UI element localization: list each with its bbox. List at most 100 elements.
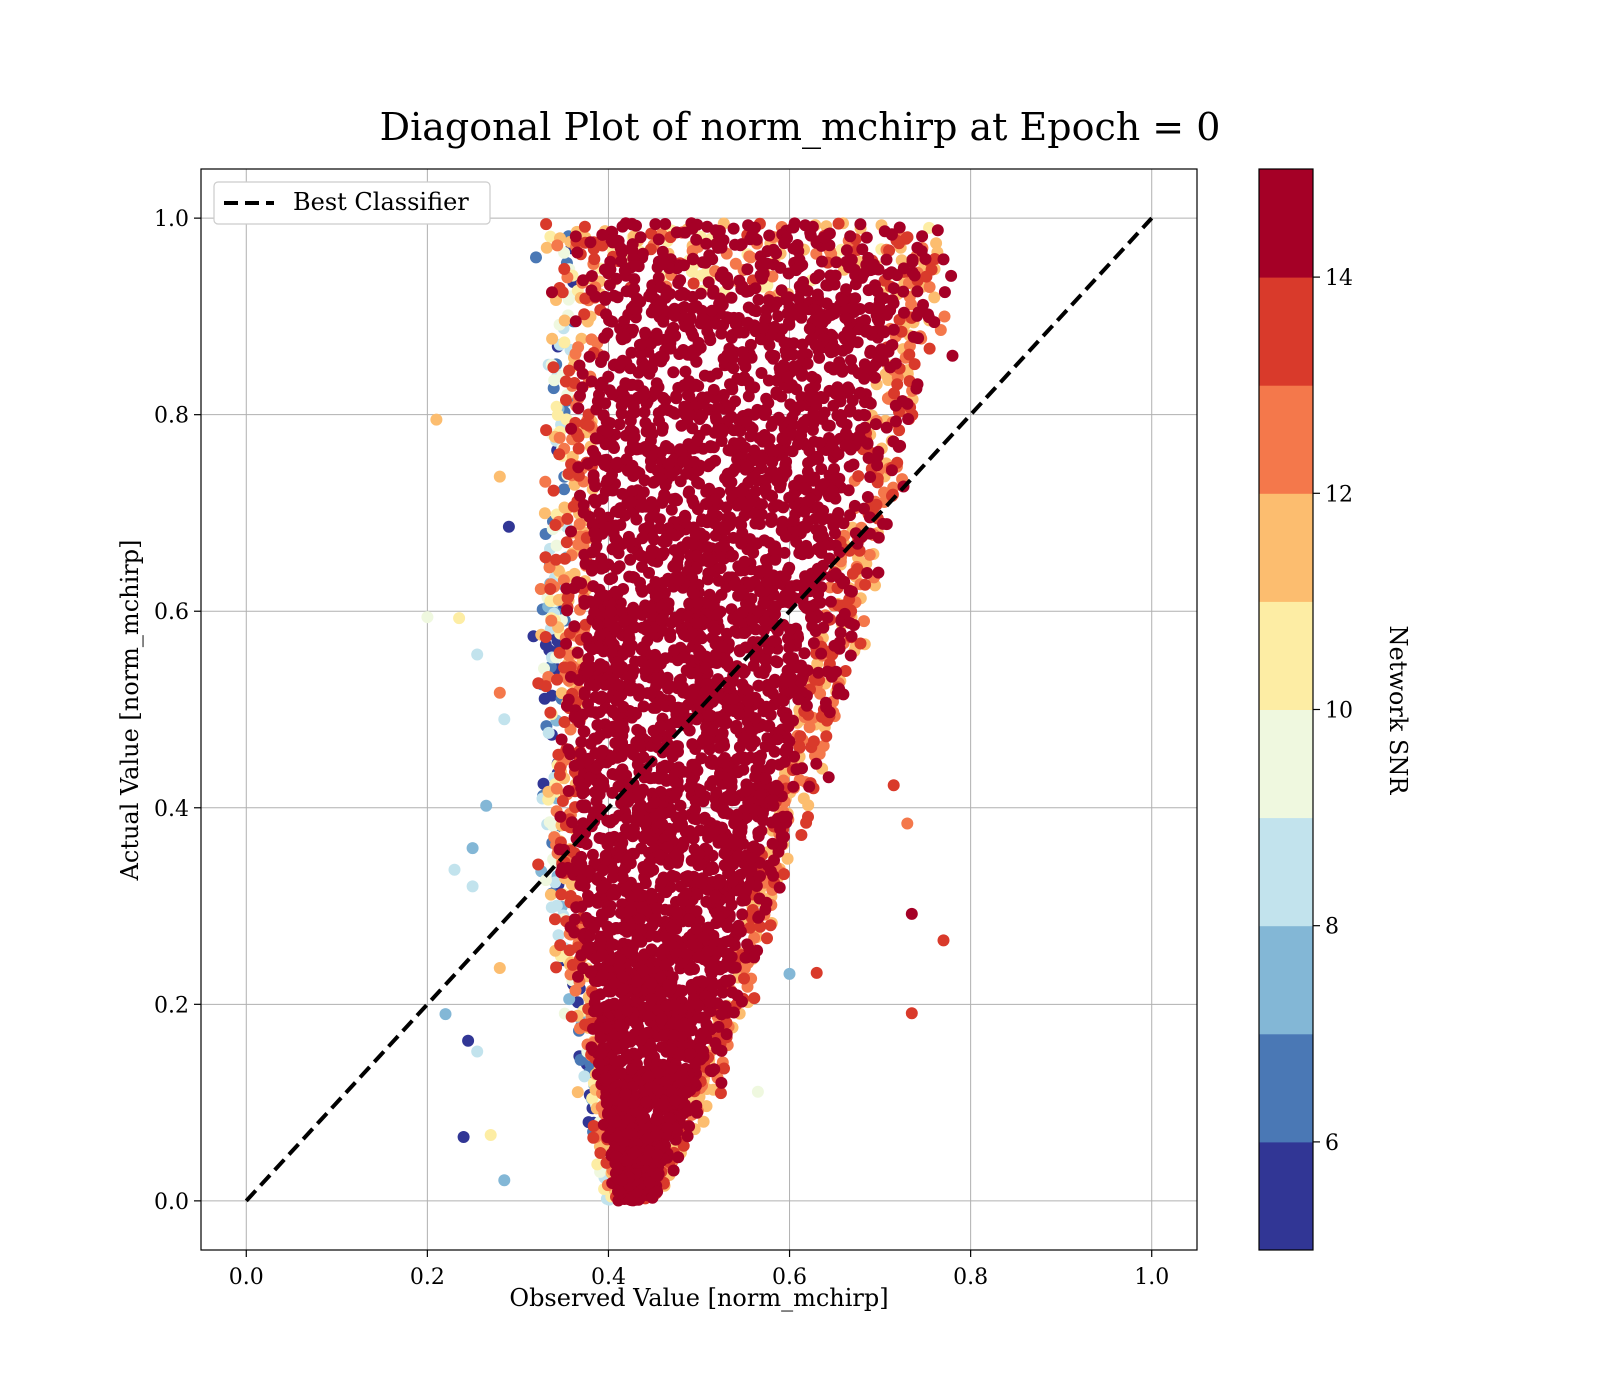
scatter-point [796, 349, 809, 361]
scatter-point [824, 269, 837, 282]
scatter-point [720, 1028, 733, 1041]
scatter-point [733, 326, 746, 339]
scatter-point [716, 804, 729, 817]
scatter-point [609, 532, 622, 545]
scatter-point [748, 951, 761, 964]
scatter-point [686, 738, 699, 751]
scatter-point [674, 475, 687, 488]
scatter-point [690, 233, 703, 246]
scatter-point [656, 245, 669, 258]
scatter-point [539, 551, 552, 564]
scatter-point [897, 285, 910, 298]
scatter-point [550, 400, 563, 413]
scatter-point [762, 374, 775, 387]
scatter-point [885, 464, 898, 477]
scatter-point [471, 648, 484, 661]
scatter-point [681, 1086, 694, 1099]
scatter-point [738, 972, 750, 985]
scatter-point [688, 456, 701, 468]
scatter-point [653, 522, 666, 535]
scatter-point [592, 778, 605, 791]
scatter-point [430, 413, 443, 426]
scatter-point [898, 306, 910, 319]
scatter-point [812, 453, 825, 466]
scatter-point [668, 701, 680, 714]
scatter-point [634, 913, 647, 926]
scatter-point [758, 615, 771, 628]
scatter-point [556, 795, 569, 807]
scatter-point [798, 545, 811, 558]
scatter-point [569, 230, 582, 243]
scatter-point [610, 1150, 623, 1163]
scatter-point [560, 536, 573, 549]
scatter-point [534, 583, 547, 595]
scatter-point [776, 433, 789, 446]
scatter-point [530, 251, 542, 264]
scatter-point [766, 794, 779, 807]
scatter-point [626, 485, 639, 498]
scatter-point [635, 582, 648, 595]
scatter-point [623, 793, 636, 805]
scatter-point [702, 709, 715, 722]
scatter-point [604, 722, 616, 735]
scatter-point [713, 877, 726, 890]
scatter-point [839, 665, 852, 677]
scatter-point [741, 316, 754, 329]
scatter-point [794, 400, 807, 412]
scatter-point [683, 781, 696, 794]
scatter-point [822, 771, 835, 784]
scatter-point [777, 810, 789, 823]
scatter-point [787, 337, 800, 350]
scatter-point [540, 241, 553, 254]
scatter-point [630, 513, 643, 526]
scatter-point [613, 358, 626, 371]
scatter-point [778, 755, 791, 768]
scatter-point [626, 437, 639, 450]
scatter-point [783, 491, 796, 504]
scatter-point [558, 661, 571, 674]
scatter-point [590, 795, 603, 808]
scatter-point [655, 613, 668, 626]
scatter-point [683, 390, 696, 403]
scatter-point [766, 456, 779, 469]
scatter-point [834, 395, 847, 408]
scatter-point [645, 548, 658, 561]
scatter-point [615, 1020, 627, 1033]
scatter-point [692, 336, 705, 349]
scatter-point [748, 992, 761, 1005]
scatter-point [883, 244, 896, 257]
scatter-point [763, 229, 776, 242]
scatter-point [722, 444, 735, 457]
scatter-point [760, 473, 773, 486]
scatter-point [617, 1100, 630, 1112]
scatter-point [731, 989, 744, 1002]
scatter-point [815, 391, 827, 403]
scatter-point [659, 930, 671, 943]
scatter-point [635, 338, 648, 351]
scatter-point [628, 828, 641, 841]
scatter-point [887, 323, 900, 336]
scatter-point [707, 929, 720, 942]
scatter-point [911, 285, 924, 298]
scatter-point [928, 253, 941, 265]
scatter-point [902, 413, 915, 425]
chart-title: Diagonal Plot of norm_mchirp at Epoch = … [380, 105, 1221, 150]
scatter-point [800, 601, 813, 614]
scatter-point [873, 315, 886, 328]
scatter-point [566, 958, 579, 971]
scatter-point [739, 441, 752, 454]
scatter-point [572, 430, 585, 443]
scatter-point [690, 923, 703, 935]
scatter-point [539, 680, 552, 693]
scatter-point [566, 816, 578, 829]
scatter-point [651, 1066, 664, 1079]
scatter-point [471, 1045, 484, 1058]
scatter-point [678, 259, 690, 272]
scatter-point [741, 684, 754, 697]
scatter-point [873, 293, 886, 306]
scatter-point [806, 370, 818, 383]
scatter-point [901, 817, 914, 830]
scatter-point [741, 263, 754, 276]
scatter-point [670, 226, 683, 239]
scatter-point [800, 816, 813, 829]
